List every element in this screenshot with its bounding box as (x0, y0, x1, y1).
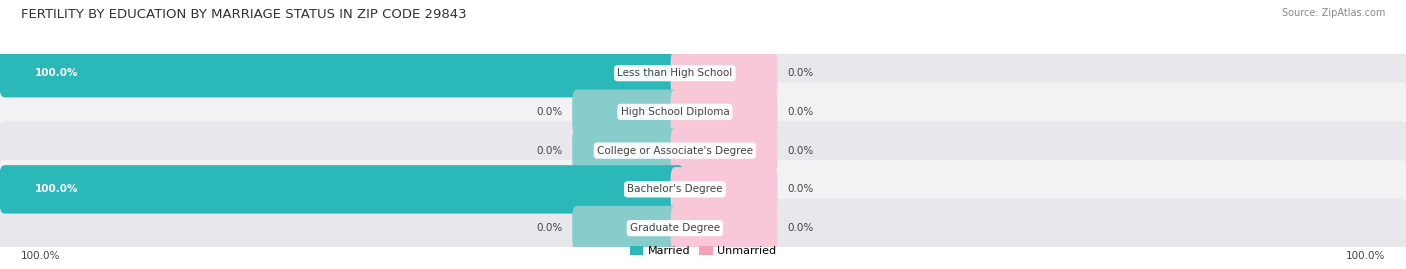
FancyBboxPatch shape (0, 199, 1406, 257)
Text: 0.0%: 0.0% (536, 223, 562, 233)
Text: Bachelor's Degree: Bachelor's Degree (627, 184, 723, 194)
Text: 0.0%: 0.0% (536, 146, 562, 156)
FancyBboxPatch shape (572, 206, 679, 250)
FancyBboxPatch shape (671, 167, 778, 212)
FancyBboxPatch shape (572, 128, 679, 173)
Text: Graduate Degree: Graduate Degree (630, 223, 720, 233)
FancyBboxPatch shape (671, 128, 778, 173)
FancyBboxPatch shape (0, 49, 685, 97)
Text: 0.0%: 0.0% (787, 107, 814, 117)
Text: 100.0%: 100.0% (35, 184, 79, 194)
Text: 100.0%: 100.0% (21, 251, 60, 261)
FancyBboxPatch shape (671, 206, 778, 250)
FancyBboxPatch shape (0, 83, 1406, 141)
Text: 100.0%: 100.0% (1346, 251, 1385, 261)
Text: 0.0%: 0.0% (787, 146, 814, 156)
FancyBboxPatch shape (0, 44, 1406, 102)
FancyBboxPatch shape (572, 90, 679, 134)
FancyBboxPatch shape (0, 121, 1406, 180)
Text: 100.0%: 100.0% (35, 68, 79, 78)
FancyBboxPatch shape (0, 165, 685, 214)
Legend: Married, Unmarried: Married, Unmarried (626, 241, 780, 261)
Text: 0.0%: 0.0% (787, 184, 814, 194)
Text: FERTILITY BY EDUCATION BY MARRIAGE STATUS IN ZIP CODE 29843: FERTILITY BY EDUCATION BY MARRIAGE STATU… (21, 8, 467, 21)
Text: High School Diploma: High School Diploma (620, 107, 730, 117)
FancyBboxPatch shape (0, 160, 1406, 219)
Text: College or Associate's Degree: College or Associate's Degree (598, 146, 752, 156)
FancyBboxPatch shape (671, 51, 778, 95)
Text: 0.0%: 0.0% (787, 223, 814, 233)
Text: 0.0%: 0.0% (536, 107, 562, 117)
FancyBboxPatch shape (671, 90, 778, 134)
Text: 0.0%: 0.0% (787, 68, 814, 78)
Text: Source: ZipAtlas.com: Source: ZipAtlas.com (1281, 8, 1385, 18)
Text: Less than High School: Less than High School (617, 68, 733, 78)
